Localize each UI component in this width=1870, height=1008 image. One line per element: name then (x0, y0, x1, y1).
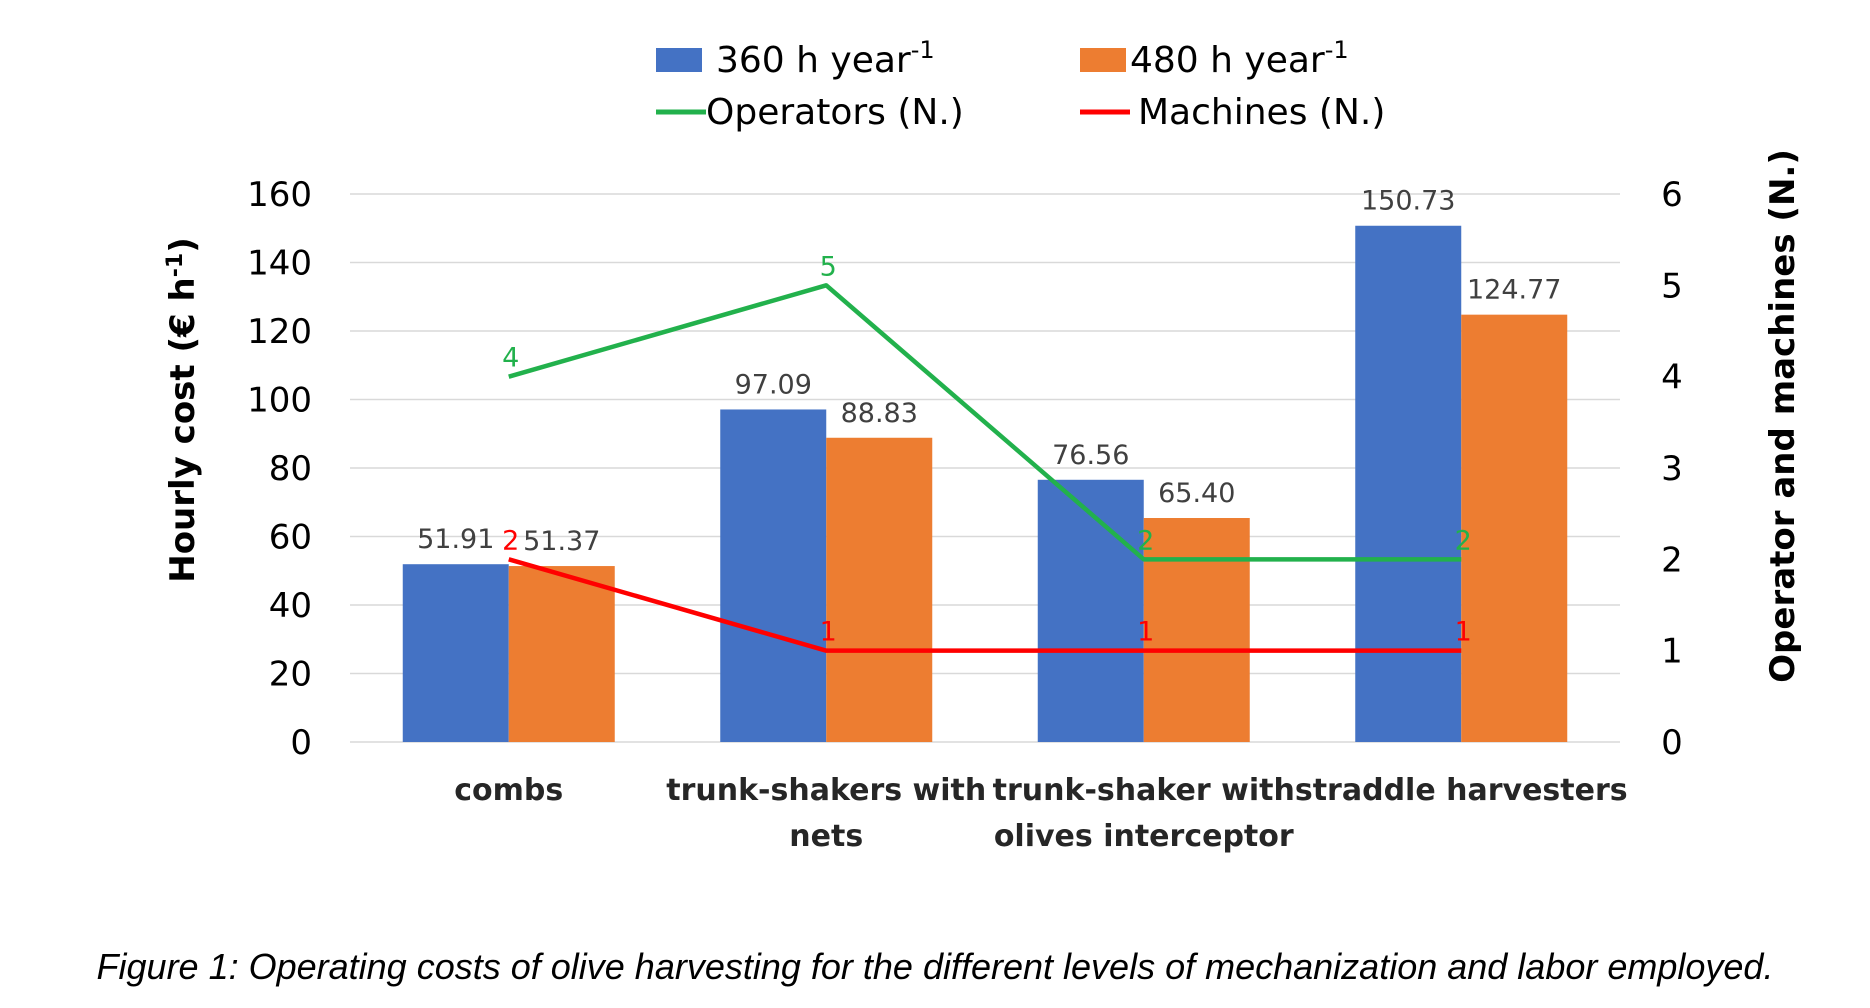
line-data-label: 1 (1137, 617, 1154, 648)
axes: 0 20 40 60 80 100 120 140 160 0 1 2 3 4 5 6 combs trunk-s… (163, 149, 1803, 854)
legend-label: Machines (N.) (1138, 92, 1385, 133)
legend-label: 480 h year-1 (1130, 36, 1349, 81)
legend: 360 h year-1 480 h year-1 Operators (N.) Ma… (656, 36, 1385, 133)
line-data-label: 2 (1137, 525, 1154, 556)
y-tick-label: 40 (269, 586, 312, 626)
bar-data-label: 51.37 (523, 526, 600, 557)
bar (1355, 225, 1462, 742)
y2-tick-label: 1 (1661, 632, 1683, 672)
y2-tick-label: 4 (1661, 358, 1683, 398)
bar (826, 437, 933, 742)
legend-label: Operators (N.) (706, 92, 964, 133)
y-tick-label: 100 (247, 381, 312, 421)
bar-data-label: 76.56 (1052, 440, 1129, 471)
y2-tick-label: 0 (1661, 723, 1683, 763)
y2-axis-title: Operator and machines (N.) (1763, 149, 1803, 683)
bar-data-label: 51.91 (417, 524, 494, 555)
y2-tick-label: 6 (1661, 175, 1683, 215)
line-data-label: 2 (502, 525, 519, 556)
bar (720, 409, 827, 742)
y-tick-label: 160 (247, 175, 312, 215)
y-tick-label: 140 (247, 244, 312, 284)
bar-data-label: 150.73 (1361, 186, 1455, 217)
y2-tick-label: 3 (1661, 449, 1683, 489)
line-data-label: 5 (820, 251, 837, 282)
y-tick-label: 120 (247, 312, 312, 352)
line-series (508, 557, 1462, 653)
line-data-label: 1 (1455, 617, 1472, 648)
category-label: combs (454, 773, 563, 808)
category-label: straddle harvesters (1295, 773, 1628, 808)
chart: 51.91 97.09 76.56 150.73 51.37 88.83 65.40 124.… (163, 36, 1803, 854)
category-label: nets (789, 819, 863, 854)
legend-swatch (1080, 48, 1126, 72)
y-tick-label: 80 (269, 449, 312, 489)
bar-data-label: 65.40 (1158, 478, 1235, 509)
y-tick-label: 0 (290, 723, 312, 763)
bar-data-label: 124.77 (1467, 275, 1561, 306)
figure-caption: Figure 1: Operating costs of olive harve… (96, 946, 1774, 987)
y-axis-title: Hourly cost (€ h-1) (163, 237, 203, 583)
bar (1461, 314, 1568, 742)
category-label: olives interceptor (994, 819, 1294, 854)
bar-data-label: 97.09 (735, 369, 812, 400)
y-tick-label: 20 (269, 655, 312, 695)
legend-swatch (656, 48, 702, 72)
line-data-label: 4 (502, 343, 519, 374)
bar (1037, 479, 1144, 742)
bar-data-label: 88.83 (841, 398, 918, 429)
y2-tick-label: 2 (1661, 540, 1683, 580)
category-label: trunk-shaker with (993, 773, 1295, 808)
bar (1143, 518, 1250, 742)
legend-label: 360 h year-1 (716, 36, 935, 81)
y-tick-label: 60 (269, 518, 312, 558)
bar (508, 566, 615, 742)
line-data-label: 2 (1455, 525, 1472, 556)
bars (402, 225, 1568, 742)
y2-tick-label: 5 (1661, 266, 1683, 306)
data-labels: 51.91 97.09 76.56 150.73 51.37 88.83 65.40 124.… (417, 186, 1561, 648)
bar (402, 564, 509, 742)
line-data-label: 1 (820, 617, 837, 648)
category-label: trunk-shakers with (666, 773, 986, 808)
lines (508, 283, 1462, 653)
line-series (508, 283, 1462, 562)
